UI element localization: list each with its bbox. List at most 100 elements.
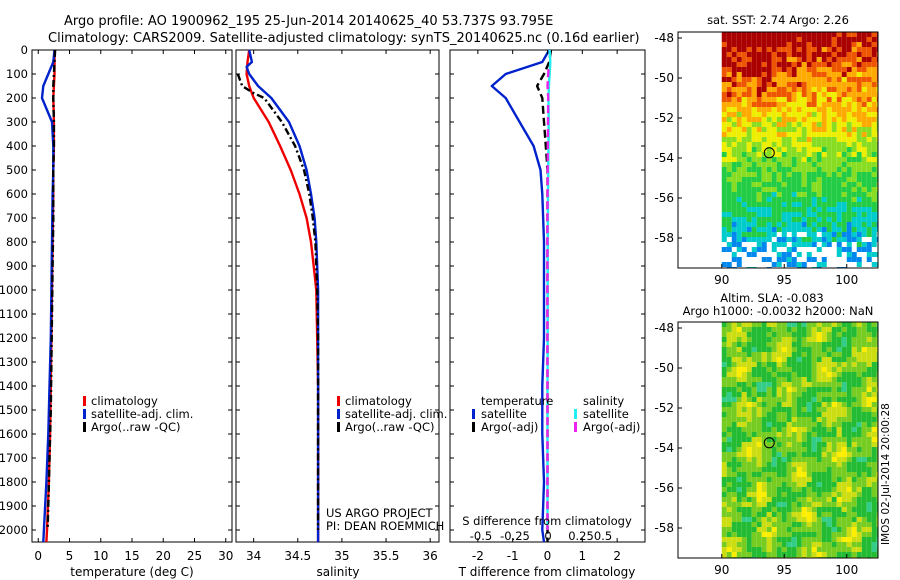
map-cell	[771, 117, 777, 122]
map-cell	[801, 367, 807, 372]
map-cell	[736, 542, 742, 547]
map-cell	[736, 187, 742, 192]
map-cell	[836, 127, 842, 132]
map-cell	[831, 42, 837, 47]
map-cell	[861, 207, 867, 212]
map-cell	[816, 52, 822, 57]
map-cell	[731, 382, 737, 387]
map-cell	[816, 542, 822, 547]
map-cell	[791, 537, 797, 542]
map-cell	[831, 202, 837, 207]
map-cell	[781, 182, 787, 187]
map-cell	[806, 227, 812, 232]
map-cell	[746, 127, 752, 132]
map-cell	[821, 362, 827, 367]
map-cell	[741, 322, 747, 327]
map-cell	[811, 147, 817, 152]
map-cell	[866, 122, 872, 127]
map-cell	[861, 227, 867, 232]
map-cell	[756, 62, 762, 67]
map-cell	[806, 542, 812, 547]
map-cell	[846, 227, 852, 232]
map-cell	[836, 447, 842, 452]
map-cell	[796, 322, 802, 327]
salinity-xticks: 34 34.5 35 35.5 36	[246, 50, 438, 563]
map-cell	[796, 92, 802, 97]
map-cell	[806, 62, 812, 67]
map-cell	[831, 397, 837, 402]
map-lon-label: 100	[835, 273, 858, 287]
map-cell	[801, 167, 807, 172]
map-cell	[751, 222, 757, 227]
map-cell	[871, 527, 877, 532]
map-cell	[726, 347, 732, 352]
map-cell	[836, 102, 842, 107]
map-cell	[746, 497, 752, 502]
map-cell	[766, 62, 772, 67]
map-cell	[826, 452, 832, 457]
map-cell	[836, 542, 842, 547]
map-cell	[871, 72, 877, 77]
depth-tick-label: 1500	[0, 403, 28, 417]
map-cell	[831, 377, 837, 382]
map-cell	[721, 487, 727, 492]
map-cell	[791, 122, 797, 127]
map-cell	[851, 532, 857, 537]
map-cell	[781, 362, 787, 367]
map-cell	[761, 422, 767, 427]
map-cell	[856, 227, 862, 232]
map-cell	[741, 107, 747, 112]
map-cell	[766, 412, 772, 417]
map-cell	[766, 492, 772, 497]
map-cell	[746, 192, 752, 197]
map-cell	[841, 92, 847, 97]
map-cell	[836, 147, 842, 152]
map-cell	[791, 467, 797, 472]
map-cell	[746, 102, 752, 107]
map-cell	[781, 107, 787, 112]
map-cell	[761, 427, 767, 432]
map-cell	[826, 482, 832, 487]
map-cell	[816, 187, 822, 192]
map-cell	[806, 132, 812, 137]
map-cell	[726, 552, 732, 557]
map-cell	[836, 162, 842, 167]
map-cell	[771, 417, 777, 422]
map-cell	[776, 357, 782, 362]
map-cell	[726, 127, 732, 132]
map-cell	[796, 117, 802, 122]
map-cell	[836, 382, 842, 387]
map-cell	[756, 47, 762, 52]
map-cell	[861, 232, 867, 237]
top-tick-label: -0.5	[470, 529, 492, 543]
map-cell	[761, 192, 767, 197]
map-cell	[726, 332, 732, 337]
map-cell	[761, 112, 767, 117]
map-cell	[831, 77, 837, 82]
map-cell	[781, 457, 787, 462]
map-cell	[791, 502, 797, 507]
map-cell	[871, 197, 877, 202]
map-cell	[751, 397, 757, 402]
map-cell	[736, 357, 742, 362]
map-cell	[741, 67, 747, 72]
map-cell	[786, 447, 792, 452]
map-cell	[821, 212, 827, 217]
map-cell	[801, 72, 807, 77]
map-cell	[771, 327, 777, 332]
map-cell	[806, 232, 812, 237]
sst-map-cells	[721, 32, 878, 268]
map-cell	[776, 92, 782, 97]
map-cell	[811, 417, 817, 422]
map-cell	[851, 152, 857, 157]
map-cell	[876, 462, 878, 467]
map-cell	[731, 212, 737, 217]
map-cell	[851, 87, 857, 92]
map-cell	[866, 372, 872, 377]
map-cell	[726, 227, 732, 232]
map-cell	[801, 57, 807, 62]
map-cell	[751, 232, 757, 237]
map-cell	[876, 422, 878, 427]
map-cell	[766, 77, 772, 82]
map-cell	[731, 197, 737, 202]
